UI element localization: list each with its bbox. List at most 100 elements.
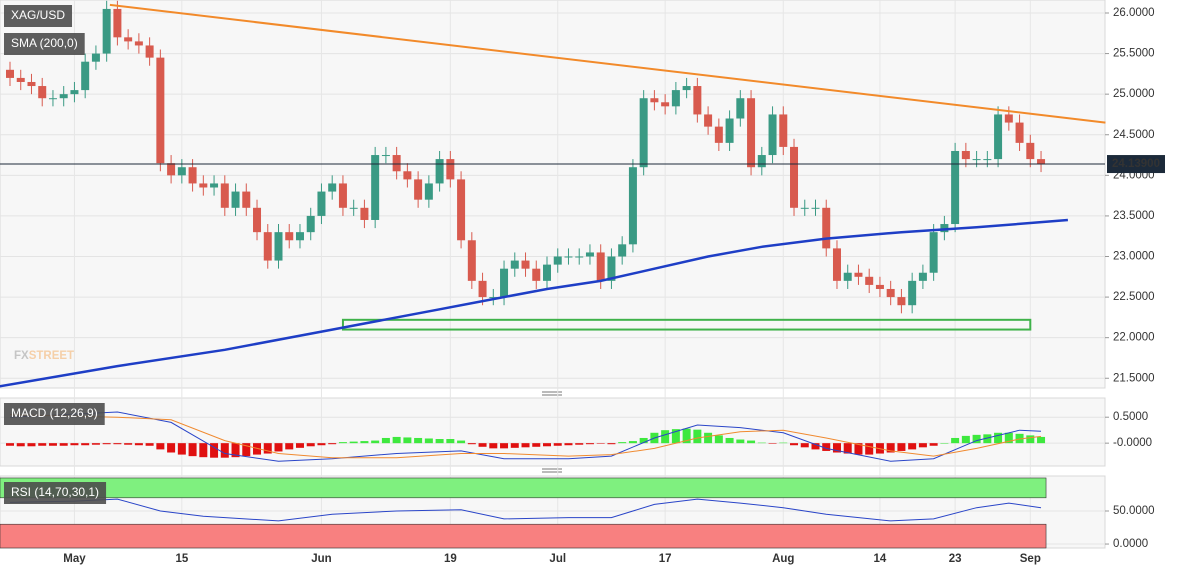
candle-body — [779, 114, 788, 147]
macd-line — [9, 414, 1042, 459]
candle-body — [543, 264, 551, 281]
histogram-bar — [16, 443, 25, 447]
x-tick-label: Jun — [311, 553, 331, 565]
candle-body — [585, 252, 594, 257]
histogram-bar — [253, 443, 262, 455]
panel-handle[interactable] — [542, 391, 562, 396]
candle-body — [1026, 142, 1035, 160]
chart-title: XAG/USD — [11, 8, 65, 22]
histogram-bar — [747, 440, 756, 444]
candle-body — [156, 57, 165, 164]
candle-body — [6, 69, 14, 78]
candle-body — [575, 256, 584, 258]
candle-body — [210, 183, 219, 188]
panel-candlestick: 26.000025.500025.000024.500024.000023.50… — [0, 0, 1165, 565]
candle-body — [188, 167, 197, 184]
chart-title-box — [4, 5, 73, 27]
histogram-bar — [263, 443, 272, 454]
histogram-bar — [951, 437, 960, 444]
histogram-bar — [295, 443, 304, 448]
histogram-bar — [693, 429, 702, 444]
histogram-bar — [1004, 432, 1013, 444]
histogram-bar — [811, 443, 820, 450]
y-tick-label: 50.0000 — [1113, 505, 1155, 517]
histogram-bar — [757, 442, 766, 444]
histogram-bar — [91, 443, 100, 445]
histogram-bar — [317, 443, 326, 446]
candle-body — [671, 90, 680, 107]
histogram-bar — [983, 434, 992, 444]
histogram-bar — [500, 443, 509, 449]
histogram-bar — [48, 443, 57, 446]
histogram-bar — [338, 442, 347, 444]
candle-body — [253, 207, 262, 233]
candle-body — [865, 276, 874, 285]
watermark: FXSTREET — [14, 350, 74, 362]
histogram-bar — [714, 435, 723, 444]
rsi-line — [9, 498, 1042, 522]
candle-body — [929, 232, 938, 273]
x-tick-label: Aug — [772, 553, 794, 565]
candle-body — [328, 183, 337, 192]
histogram-bar — [725, 437, 734, 444]
x-tick-label: Sep — [1020, 553, 1041, 565]
histogram-bar — [360, 441, 369, 444]
y-tick-label: 24.5000 — [1113, 129, 1155, 141]
candle-body — [242, 191, 251, 208]
histogram-bar — [403, 437, 412, 444]
panel-handle[interactable] — [542, 468, 562, 473]
histogram-bar — [199, 443, 208, 458]
candle-body — [134, 41, 143, 46]
candle-body — [392, 155, 401, 172]
histogram-bar — [521, 443, 530, 448]
histogram-bar — [800, 443, 809, 448]
candle-body — [714, 126, 723, 143]
legend-entry: SMA (200,0) — [11, 36, 78, 50]
y-tick-label: 23.0000 — [1113, 251, 1155, 263]
candle-body — [521, 260, 530, 269]
histogram-bar — [349, 441, 358, 444]
watermark-part: STREET — [29, 350, 74, 362]
x-tick-label: Jul — [549, 553, 566, 565]
histogram-bar — [134, 443, 143, 446]
candle-body — [124, 37, 133, 42]
candle-body — [199, 183, 208, 188]
candle-body — [295, 232, 304, 241]
candle-body — [510, 260, 519, 269]
candle-body — [414, 179, 423, 200]
candle-body — [972, 159, 981, 161]
candle-body — [167, 163, 176, 176]
candle-body — [317, 191, 326, 216]
candle-body — [381, 155, 390, 157]
candle-body — [553, 256, 562, 265]
last-price-box — [1107, 155, 1165, 174]
candle-body — [177, 167, 186, 176]
support-zone — [341, 318, 1032, 331]
candle-body — [435, 159, 444, 184]
histogram-bar — [371, 440, 380, 444]
candle-body — [231, 191, 240, 208]
x-tick-label: 17 — [659, 553, 672, 565]
histogram-bar — [532, 443, 541, 447]
chart-title: MACD (12,26,9) — [11, 406, 98, 420]
sma-line — [0, 218, 1068, 388]
candle-body — [478, 280, 487, 298]
chart-title: RSI (14,70,30,1) — [11, 485, 99, 499]
y-tick-label: 25.5000 — [1113, 48, 1155, 60]
candle-body — [875, 284, 884, 289]
candle-body — [607, 256, 616, 281]
histogram-bar — [27, 443, 36, 447]
histogram-bar — [424, 438, 433, 444]
candle-body — [113, 8, 122, 38]
histogram-bar — [1015, 433, 1024, 444]
legend-entry-box — [4, 33, 85, 55]
histogram-bar — [886, 443, 895, 453]
histogram-bar — [628, 441, 637, 444]
histogram-bar — [102, 443, 111, 445]
candle-body — [424, 183, 433, 200]
candle-body — [811, 207, 820, 209]
histogram-bar — [306, 443, 315, 447]
candle-body — [489, 297, 498, 299]
histogram-bar — [1037, 436, 1046, 444]
candle-body — [800, 207, 809, 209]
